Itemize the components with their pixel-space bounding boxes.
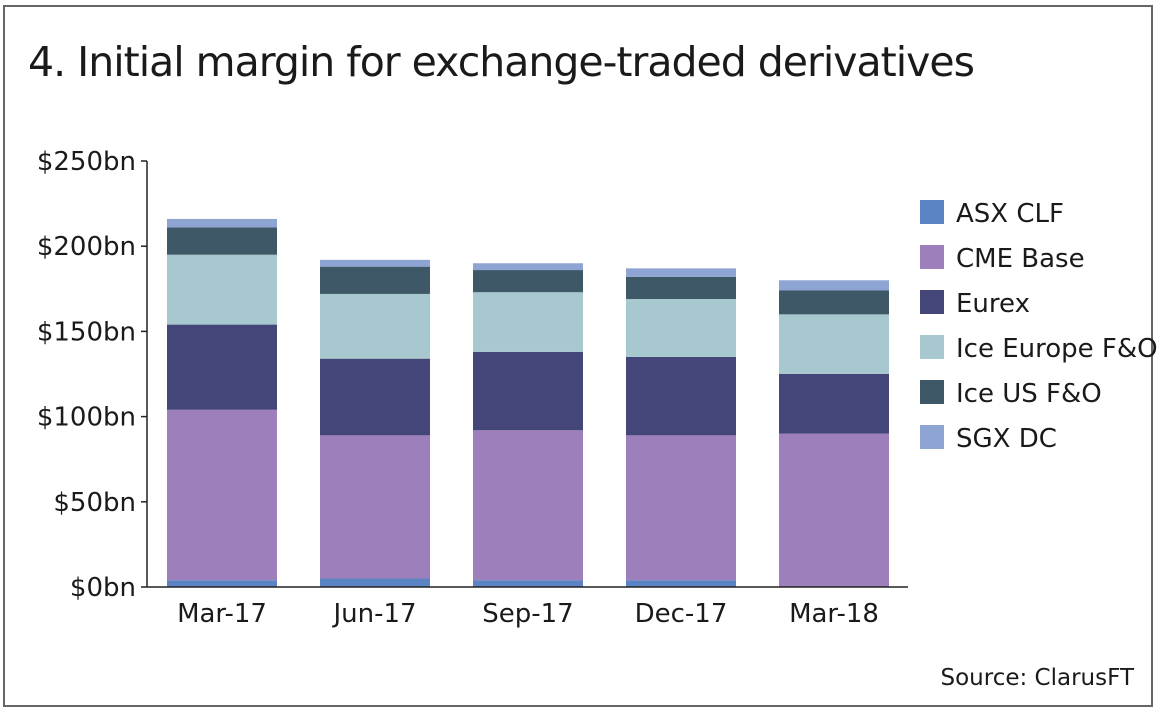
bar-segment-cme-base <box>320 435 430 579</box>
y-tick-label: $0bn <box>70 573 136 603</box>
chart-title: 4. Initial margin for exchange-traded de… <box>28 38 975 86</box>
legend-swatch <box>920 200 944 224</box>
bar-segment-asx-clf <box>626 580 736 587</box>
bar-segment-ice-us-f-o <box>473 270 583 293</box>
bar-segment-ice-us-f-o <box>167 227 277 255</box>
bar-segment-sgx-dc <box>779 280 889 291</box>
source-note: Source: ClarusFT <box>940 665 1135 691</box>
x-tick-label: Sep-17 <box>482 599 573 629</box>
bar-segment-eurex <box>167 324 277 410</box>
bar-segment-ice-europe-f-o <box>320 293 430 359</box>
bar-segment-asx-clf <box>473 580 583 587</box>
bar-segment-cme-base <box>473 430 583 581</box>
bar-segment-ice-us-f-o <box>626 276 736 300</box>
legend-swatch <box>920 425 944 449</box>
bar-segment-eurex <box>473 351 583 431</box>
y-tick-label: $50bn <box>53 488 136 518</box>
legend-label: SGX DC <box>956 424 1057 454</box>
bar-segment-sgx-dc <box>626 268 736 277</box>
bar-segment-sgx-dc <box>167 218 277 228</box>
y-tick-label: $250bn <box>37 147 136 177</box>
bar-segment-ice-europe-f-o <box>167 254 277 325</box>
bar-segment-sgx-dc <box>473 263 583 271</box>
chart-frame <box>3 5 1153 707</box>
x-tick-label: Dec-17 <box>635 599 728 629</box>
legend-label: Eurex <box>956 289 1030 319</box>
bar-segment-cme-base <box>167 409 277 581</box>
legend-label: Ice US F&O <box>956 379 1102 409</box>
legend-label: Ice Europe F&O <box>956 334 1158 364</box>
bar-segment-ice-europe-f-o <box>626 299 736 357</box>
bar-segment-ice-europe-f-o <box>473 292 583 352</box>
y-tick-label: $200bn <box>37 232 136 262</box>
x-tick-label: Jun-17 <box>331 599 416 629</box>
bar-segment-sgx-dc <box>320 259 430 267</box>
bar-segment-cme-base <box>779 433 889 587</box>
bar-segment-eurex <box>626 356 736 436</box>
legend-swatch <box>920 380 944 404</box>
bar-segment-ice-us-f-o <box>779 290 889 315</box>
legend-swatch <box>920 245 944 269</box>
bar-segment-eurex <box>320 358 430 436</box>
x-tick-label: Mar-17 <box>177 599 267 629</box>
bar-segment-cme-base <box>626 435 736 581</box>
x-tick-label: Mar-18 <box>789 599 879 629</box>
bar-segment-asx-clf <box>167 580 277 587</box>
legend-swatch <box>920 335 944 359</box>
bar-segment-eurex <box>779 374 889 434</box>
legend-swatch <box>920 290 944 314</box>
legend-label: ASX CLF <box>956 199 1064 229</box>
bar-segment-ice-us-f-o <box>320 266 430 294</box>
bar-segment-ice-europe-f-o <box>779 314 889 374</box>
legend-label: CME Base <box>956 244 1085 274</box>
y-tick-label: $100bn <box>37 403 136 433</box>
y-tick-label: $150bn <box>37 317 136 347</box>
bar-segment-asx-clf <box>320 578 430 587</box>
